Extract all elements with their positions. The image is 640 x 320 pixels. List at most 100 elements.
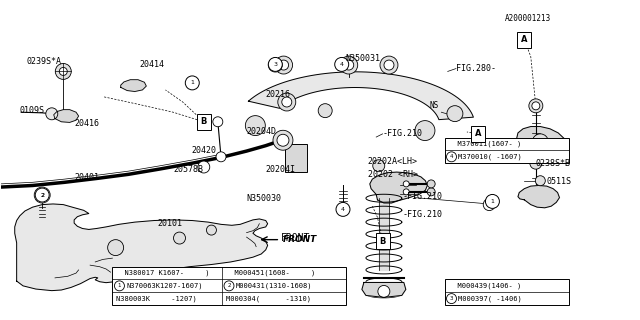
Circle shape [277, 134, 289, 146]
Circle shape [46, 108, 58, 120]
Bar [517, 32, 531, 48]
Circle shape [282, 97, 292, 107]
Circle shape [34, 187, 50, 203]
Circle shape [273, 130, 293, 150]
Text: 20202A<LH>: 20202A<LH> [368, 157, 418, 166]
Text: 1: 1 [118, 283, 121, 288]
Text: N350031: N350031 [346, 53, 381, 62]
Text: M000431(1310-1608): M000431(1310-1608) [236, 283, 312, 289]
Text: 3: 3 [273, 62, 277, 67]
Text: 0109S: 0109S [20, 106, 45, 115]
Text: 20420: 20420 [191, 146, 216, 155]
Text: N380003K     -1207): N380003K -1207) [116, 295, 197, 302]
Text: -FIG.210: -FIG.210 [403, 192, 443, 201]
Text: 4: 4 [450, 154, 453, 159]
Bar [376, 233, 390, 249]
Polygon shape [379, 198, 389, 270]
Polygon shape [516, 126, 566, 158]
Text: 20204D: 20204D [246, 127, 276, 136]
Bar [445, 279, 569, 305]
Text: 1: 1 [191, 80, 194, 85]
Polygon shape [54, 110, 79, 123]
Circle shape [35, 188, 49, 202]
Text: FRONT: FRONT [284, 235, 317, 244]
Text: 20216: 20216 [266, 90, 291, 99]
Text: M000304(      -1310): M000304( -1310) [226, 295, 311, 302]
Bar [285, 144, 307, 172]
Circle shape [318, 104, 332, 118]
Circle shape [173, 232, 186, 244]
Circle shape [344, 60, 354, 70]
Circle shape [336, 203, 350, 216]
Text: M000397( -1406): M000397( -1406) [458, 295, 522, 302]
Text: 3: 3 [450, 296, 453, 301]
Circle shape [108, 240, 124, 256]
Text: N380017 K1607-     ): N380017 K1607- ) [116, 270, 210, 276]
Text: FIG.280-: FIG.280- [456, 64, 496, 73]
Circle shape [403, 181, 409, 187]
Text: -FIG.210: -FIG.210 [383, 129, 422, 138]
Circle shape [378, 285, 390, 297]
Bar [113, 267, 346, 305]
Text: 20202 <RH>: 20202 <RH> [368, 170, 418, 179]
Text: 20578B: 20578B [173, 165, 203, 174]
Text: 1: 1 [490, 199, 494, 204]
Circle shape [186, 77, 198, 89]
Circle shape [535, 176, 545, 186]
Circle shape [427, 188, 435, 196]
Circle shape [532, 134, 548, 150]
Text: M000451(1608-     ): M000451(1608- ) [226, 270, 316, 276]
Circle shape [216, 152, 226, 162]
Polygon shape [370, 172, 428, 203]
Text: NS: NS [430, 101, 439, 110]
Circle shape [483, 199, 495, 211]
Text: 20101: 20101 [157, 219, 182, 228]
Bar [445, 138, 569, 163]
Text: -FIG.210: -FIG.210 [403, 210, 443, 219]
Circle shape [384, 60, 394, 70]
Circle shape [115, 281, 124, 291]
Circle shape [198, 161, 210, 173]
Polygon shape [121, 80, 147, 92]
Text: M370010( -1607): M370010( -1607) [458, 154, 522, 160]
Polygon shape [518, 186, 559, 208]
Text: M370011(1607- ): M370011(1607- ) [449, 141, 521, 147]
Text: M000439(1406- ): M000439(1406- ) [449, 283, 521, 289]
Circle shape [275, 56, 292, 74]
Text: N350030: N350030 [246, 194, 282, 203]
Text: 4: 4 [341, 207, 345, 212]
Circle shape [60, 68, 67, 76]
Circle shape [447, 152, 456, 162]
Text: 20204I: 20204I [266, 165, 296, 174]
Text: 20401: 20401 [74, 173, 99, 182]
Circle shape [340, 56, 358, 74]
Circle shape [278, 60, 289, 70]
Polygon shape [248, 72, 474, 120]
Text: 2: 2 [227, 283, 231, 288]
Circle shape [403, 189, 409, 195]
Circle shape [529, 99, 543, 113]
Bar [196, 114, 211, 130]
Circle shape [268, 58, 282, 72]
Circle shape [335, 58, 349, 71]
Text: 4: 4 [340, 62, 344, 67]
Bar [472, 126, 485, 142]
Circle shape [372, 160, 385, 172]
Circle shape [278, 93, 296, 111]
Circle shape [207, 225, 216, 235]
Circle shape [530, 157, 542, 169]
Text: 1: 1 [190, 80, 194, 85]
Circle shape [55, 63, 71, 79]
Circle shape [224, 281, 234, 291]
Polygon shape [15, 204, 268, 291]
Circle shape [447, 106, 463, 122]
Circle shape [486, 195, 499, 208]
Circle shape [380, 56, 398, 74]
Polygon shape [362, 283, 406, 297]
Text: 20416: 20416 [74, 119, 99, 128]
Circle shape [245, 116, 266, 136]
Text: 0511S: 0511S [547, 177, 572, 186]
Text: A: A [521, 36, 527, 44]
Text: 0238S*B: 0238S*B [536, 159, 571, 168]
Circle shape [213, 117, 223, 127]
